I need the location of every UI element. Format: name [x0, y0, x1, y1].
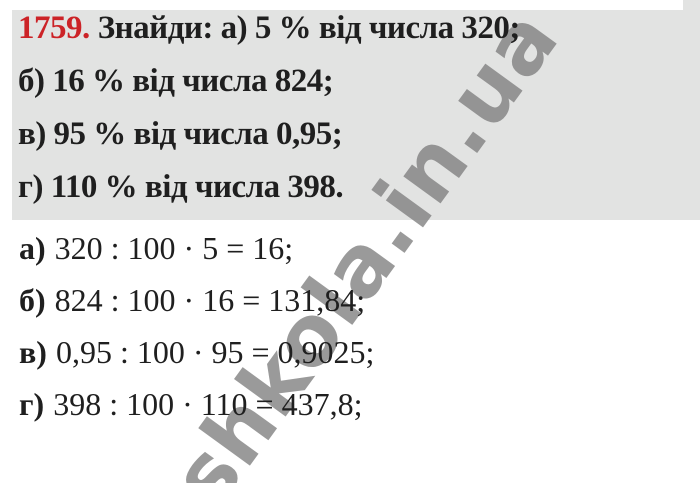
solution-label: в) [19, 334, 47, 370]
solution-line: а) 320 : 100 · 5 = 16; [19, 222, 374, 274]
solution-label: г) [19, 386, 45, 422]
statement-line: в) 95 % від числа 0,95; [18, 116, 343, 152]
solution-line: б) 824 : 100 · 16 = 131,84; [19, 274, 374, 326]
scan-corner-patch [683, 0, 700, 10]
solution-section: а) 320 : 100 · 5 = 16; б) 824 : 100 · 16 =… [19, 222, 374, 430]
solution-expression: 824 : 100 · 16 = 131,84; [54, 282, 366, 318]
solution-label: а) [19, 230, 46, 266]
statement-background [12, 10, 700, 220]
statement-line: г) 110 % від числа 398. [18, 169, 344, 205]
solution-line: г) 398 : 100 · 110 = 437,8; [19, 378, 374, 430]
statement-line: 1759. Знайди: а) 5 % від числа 320; [18, 2, 520, 55]
solution-label: б) [19, 282, 46, 318]
problem-number: 1759. [18, 10, 90, 46]
solution-expression: 320 : 100 · 5 = 16; [54, 230, 294, 266]
solution-line: в) 0,95 : 100 · 95 = 0,9025; [19, 326, 374, 378]
solution-expression: 398 : 100 · 110 = 437,8; [53, 386, 363, 422]
statement-line: б) 16 % від числа 824; [18, 63, 334, 99]
problem-statement: 1759. Знайди: а) 5 % від числа 320; б) 16… [18, 2, 520, 214]
statement-line-text: Знайди: а) 5 % від числа 320; [97, 10, 521, 46]
solution-expression: 0,95 : 100 · 95 = 0,9025; [55, 334, 375, 370]
